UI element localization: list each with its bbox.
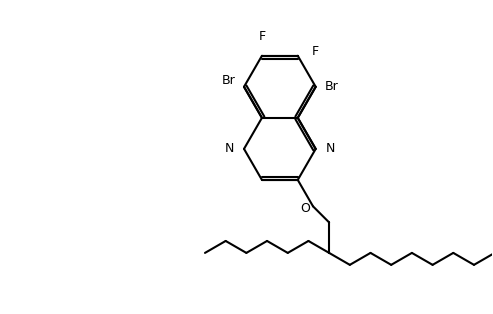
Text: Br: Br <box>221 74 235 87</box>
Text: F: F <box>258 30 266 43</box>
Text: Br: Br <box>325 80 338 93</box>
Text: F: F <box>312 45 319 58</box>
Text: N: N <box>224 142 234 155</box>
Text: O: O <box>300 202 310 215</box>
Text: N: N <box>326 142 335 155</box>
